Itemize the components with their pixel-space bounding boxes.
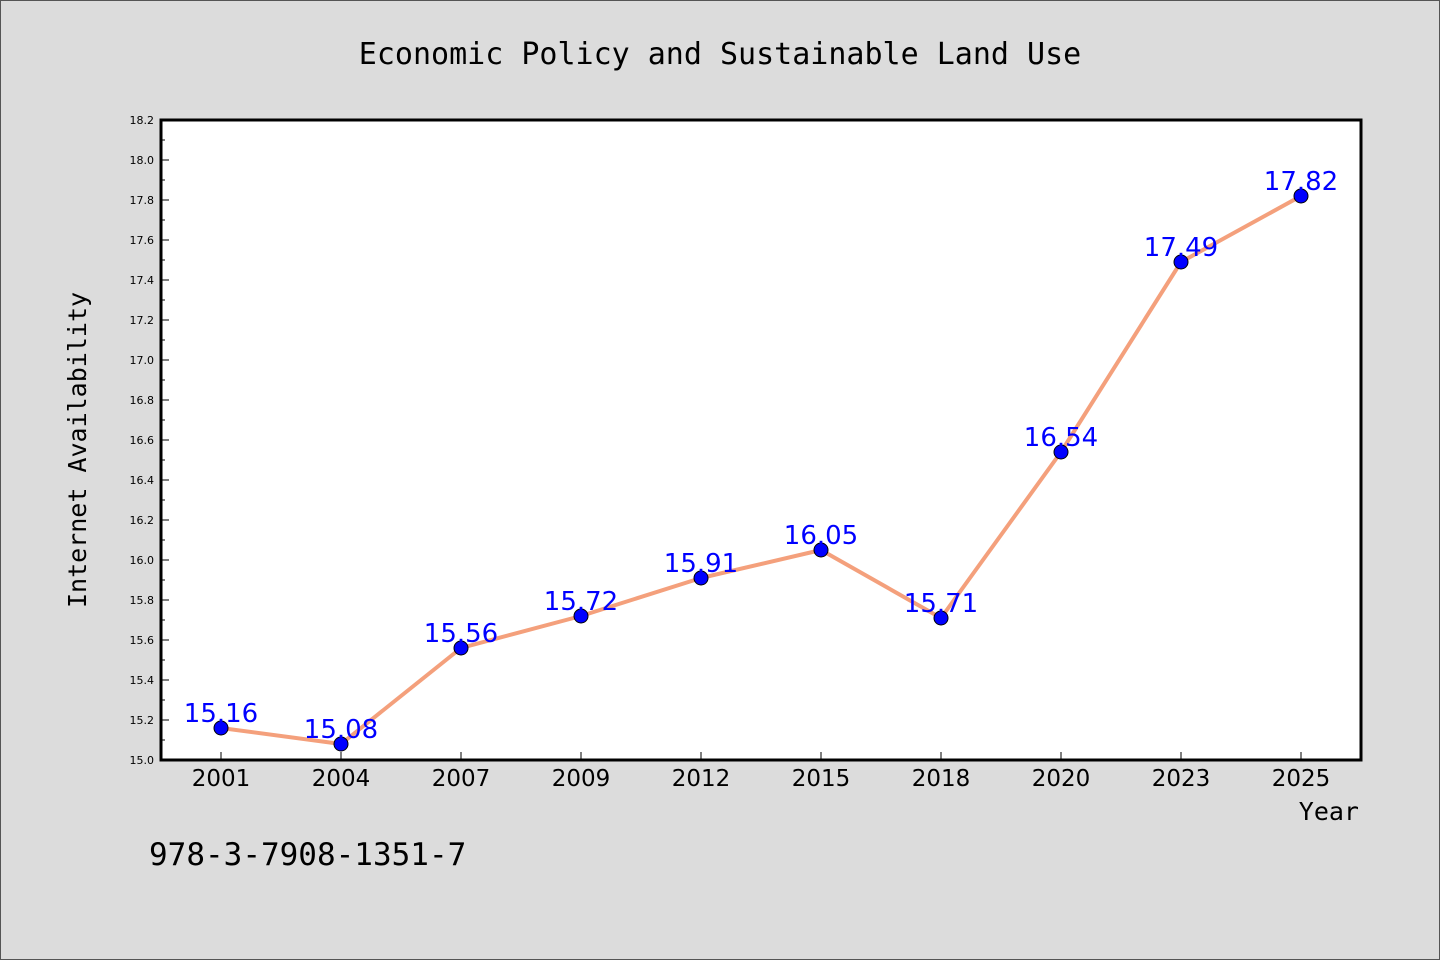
data-label: 15.16: [184, 699, 258, 729]
x-tick-label: 2009: [552, 766, 611, 792]
data-point: [333, 736, 349, 752]
data-point: [693, 570, 709, 586]
x-axis: 2001 2004 2007 2009 2012 2015 2018 2020 2023 2025: [192, 752, 1331, 792]
x-tick-label: 2018: [912, 766, 971, 792]
y-tick-label: 16.8: [130, 394, 155, 407]
data-label: 16.54: [1024, 423, 1098, 453]
x-tick-label: 2015: [792, 766, 851, 792]
data-label: 15.91: [664, 549, 738, 579]
data-label: 15.56: [424, 619, 498, 649]
x-tick-label: 2023: [1152, 766, 1211, 792]
data-point: [813, 542, 829, 558]
data-label: 15.72: [544, 587, 618, 617]
data-point: [933, 610, 949, 626]
data-label: 15.71: [904, 589, 978, 619]
data-label: 16.05: [784, 521, 858, 551]
isbn-footer-text: 978-3-7908-1351-7: [149, 837, 466, 873]
y-tick-label: 15.0: [130, 754, 155, 767]
series-layer: [213, 188, 1309, 752]
y-tick-label: 18.0: [130, 154, 155, 167]
data-point: [1293, 188, 1309, 204]
x-tick-label: 2007: [432, 766, 491, 792]
y-tick-label: 15.6: [130, 634, 155, 647]
y-tick-label: 18.2: [130, 114, 155, 127]
data-point: [213, 720, 229, 736]
y-tick-label: 16.6: [130, 434, 155, 447]
y-tick-label: 16.2: [130, 514, 155, 527]
y-axis-title: Internet Availability: [63, 292, 92, 608]
data-label: 15.08: [304, 715, 378, 745]
data-point: [453, 640, 469, 656]
x-tick-label: 2025: [1272, 766, 1331, 792]
data-point: [573, 608, 589, 624]
y-tick-label: 17.8: [130, 194, 155, 207]
y-tick-label: 15.8: [130, 594, 155, 607]
y-tick-label: 17.0: [130, 354, 155, 367]
y-axis: 15.0 15.2 15.4 15.6 15.8 16.0 16.2 16.4 16.6 16.8…: [130, 114, 169, 767]
chart-title: Economic Policy and Sustainable Land Use: [359, 37, 1081, 72]
plot-area: [159, 118, 1363, 762]
data-labels-layer: 15.16 15.08 15.56 15.72 15.91 16.05 15.71 16.54…: [184, 167, 1338, 745]
data-label: 17.49: [1144, 233, 1218, 263]
y-tick-label: 15.2: [130, 714, 155, 727]
y-tick-label: 17.2: [130, 314, 155, 327]
y-tick-label: 16.0: [130, 554, 155, 567]
data-point: [1173, 254, 1189, 270]
x-tick-label: 2001: [192, 766, 251, 792]
series-line: [220, 194, 1302, 746]
data-label: 17.82: [1264, 167, 1338, 197]
y-tick-label: 15.4: [130, 674, 155, 687]
x-tick-label: 2012: [672, 766, 731, 792]
x-tick-label: 2020: [1032, 766, 1091, 792]
y-tick-label: 16.4: [130, 474, 155, 487]
x-axis-title: Year: [1299, 797, 1359, 826]
data-point: [1053, 444, 1069, 460]
x-tick-label: 2004: [312, 766, 371, 792]
y-tick-label: 17.4: [130, 274, 155, 287]
y-tick-label: 17.6: [130, 234, 155, 247]
